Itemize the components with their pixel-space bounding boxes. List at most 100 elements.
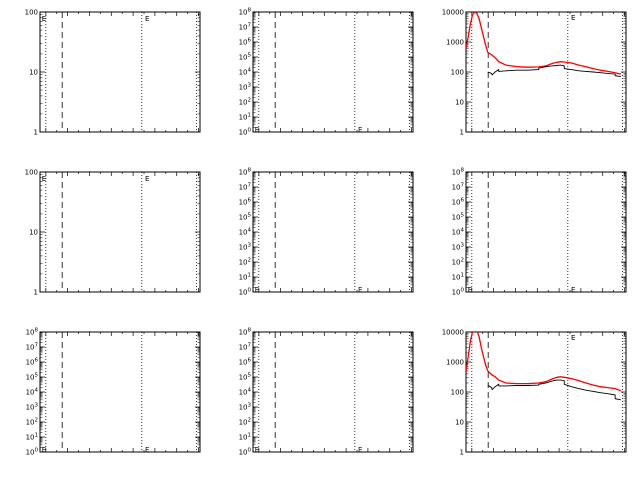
y-tick-label: 100 [452, 288, 465, 297]
y-tick-label: 100 [25, 169, 38, 177]
panel-det-2: 100 101 102 103 104 105 106 107 108 E E [239, 8, 414, 137]
e-marker: E [358, 286, 362, 294]
y-tick-label: 104 [239, 68, 252, 77]
plot-frame [39, 11, 201, 133]
panel-det-6: 100 101 102 103 104 105 106 107 108 E E [452, 168, 627, 297]
plot-frame [39, 171, 201, 293]
y-tick-label: 101 [239, 113, 251, 122]
y-tick-label: 100 [239, 288, 252, 297]
e-marker: E [255, 286, 259, 294]
e-marker: E [571, 334, 575, 342]
y-tick-label: 10 [455, 419, 464, 427]
y-tick-label: 100 [239, 448, 252, 457]
y-tick-label: 102 [239, 98, 251, 107]
y-tick-label: 106 [239, 198, 252, 207]
e-marker: E [255, 446, 259, 454]
y-tick-label: 107 [239, 343, 252, 352]
y-tick-label: 100 [25, 9, 38, 17]
lld-series-line [466, 12, 622, 75]
plot-frame [465, 331, 627, 453]
plot-frame [39, 331, 201, 453]
y-tick-label: 101 [26, 433, 38, 442]
y-tick-label: 10 [455, 99, 464, 107]
y-tick-label: 105 [239, 373, 252, 382]
events-series-line [487, 379, 621, 401]
e-marker: E [468, 286, 472, 294]
e-marker: E [571, 14, 575, 22]
y-tick-label: 104 [239, 228, 252, 237]
y-tick-label: 105 [239, 213, 252, 222]
y-tick-label: 104 [452, 228, 465, 237]
plot-frame [465, 11, 627, 133]
y-tick-label: 106 [26, 358, 39, 367]
y-tick-label: 102 [452, 258, 464, 267]
y-tick-label: 105 [452, 213, 465, 222]
e-marker: E [145, 15, 149, 23]
e-marker: E [42, 175, 46, 183]
y-tick-label: 103 [239, 83, 252, 92]
y-tick-label: 1 [460, 449, 464, 457]
y-tick-label: 1000 [446, 39, 464, 47]
e-marker: E [42, 15, 46, 23]
y-tick-label: 102 [239, 418, 251, 427]
y-tick-label: 103 [26, 403, 39, 412]
panel-det-4: 1 10 100 E E [25, 169, 201, 297]
y-tick-label: 103 [239, 243, 252, 252]
y-tick-label: 108 [239, 168, 252, 177]
y-tick-label: 100 [239, 128, 252, 137]
plot-frame [465, 171, 627, 293]
y-tick-label: 105 [239, 53, 252, 62]
series-group [466, 12, 622, 78]
y-tick-label: 108 [452, 168, 465, 177]
plot-frame [252, 171, 414, 293]
e-marker: E [145, 446, 149, 454]
events-series-line [487, 64, 621, 78]
y-tick-label: 10000 [442, 329, 464, 337]
panel-det-3: 1 10 100 1000 10000 E [442, 9, 627, 137]
panel-det-9: 1 10 100 1000 10000 E [442, 329, 627, 457]
plot-frame [252, 331, 414, 453]
y-tick-label: 100 [26, 448, 39, 457]
y-tick-label: 101 [239, 273, 251, 282]
panel-det-8: 100 101 102 103 104 105 106 107 108 E E [239, 328, 414, 457]
y-tick-label: 1 [34, 289, 38, 297]
e-marker: E [255, 126, 259, 134]
y-tick-label: 102 [26, 418, 38, 427]
y-tick-label: 104 [26, 388, 39, 397]
y-tick-label: 10 [29, 229, 38, 237]
e-marker: E [358, 446, 362, 454]
y-tick-label: 1 [460, 129, 464, 137]
y-tick-label: 107 [239, 23, 252, 32]
e-marker: E [145, 175, 149, 183]
y-tick-label: 106 [239, 38, 252, 47]
y-tick-label: 106 [452, 198, 465, 207]
y-tick-label: 1 [34, 129, 38, 137]
y-tick-label: 104 [239, 388, 252, 397]
y-tick-label: 101 [452, 273, 464, 282]
e-marker: E [42, 446, 46, 454]
y-tick-label: 107 [452, 183, 465, 192]
y-tick-label: 103 [239, 403, 252, 412]
y-tick-label: 1000 [446, 359, 464, 367]
y-tick-label: 101 [239, 433, 251, 442]
y-tick-label: 107 [239, 183, 252, 192]
y-tick-label: 100 [451, 389, 464, 397]
panel-det-7: 100 101 102 103 104 105 106 107 108 E E [26, 328, 201, 457]
panel-det-1: 1 10 100 E E [25, 9, 201, 137]
y-tick-label: 103 [452, 243, 465, 252]
plot-frame [252, 11, 414, 133]
series-group [466, 332, 622, 401]
y-tick-label: 108 [239, 8, 252, 17]
y-tick-label: 10000 [442, 9, 464, 17]
y-tick-label: 106 [239, 358, 252, 367]
e-marker: E [358, 126, 362, 134]
y-tick-label: 105 [26, 373, 39, 382]
y-tick-label: 100 [451, 69, 464, 77]
e-marker: E [571, 286, 575, 294]
panel-det-5: 100 101 102 103 104 105 106 107 108 E E [239, 168, 414, 297]
y-tick-label: 108 [239, 328, 252, 337]
y-tick-label: 108 [26, 328, 39, 337]
y-tick-label: 10 [29, 69, 38, 77]
